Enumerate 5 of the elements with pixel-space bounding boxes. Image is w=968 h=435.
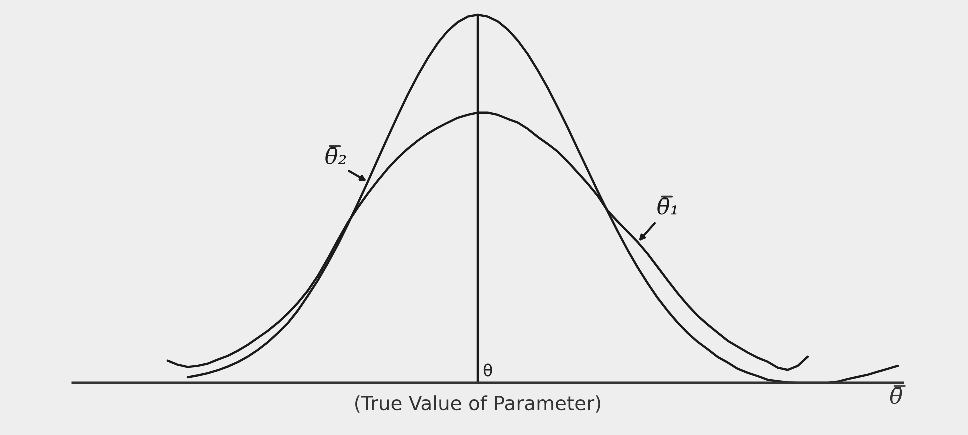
x-axis-title: θ̄ [890,386,902,404]
series-label: θ̄₂ [326,147,346,164]
annotation: θ [484,364,492,377]
text: (True Value of Parameter) [356,396,600,413]
series-label: θ̄₁ [658,197,677,215]
